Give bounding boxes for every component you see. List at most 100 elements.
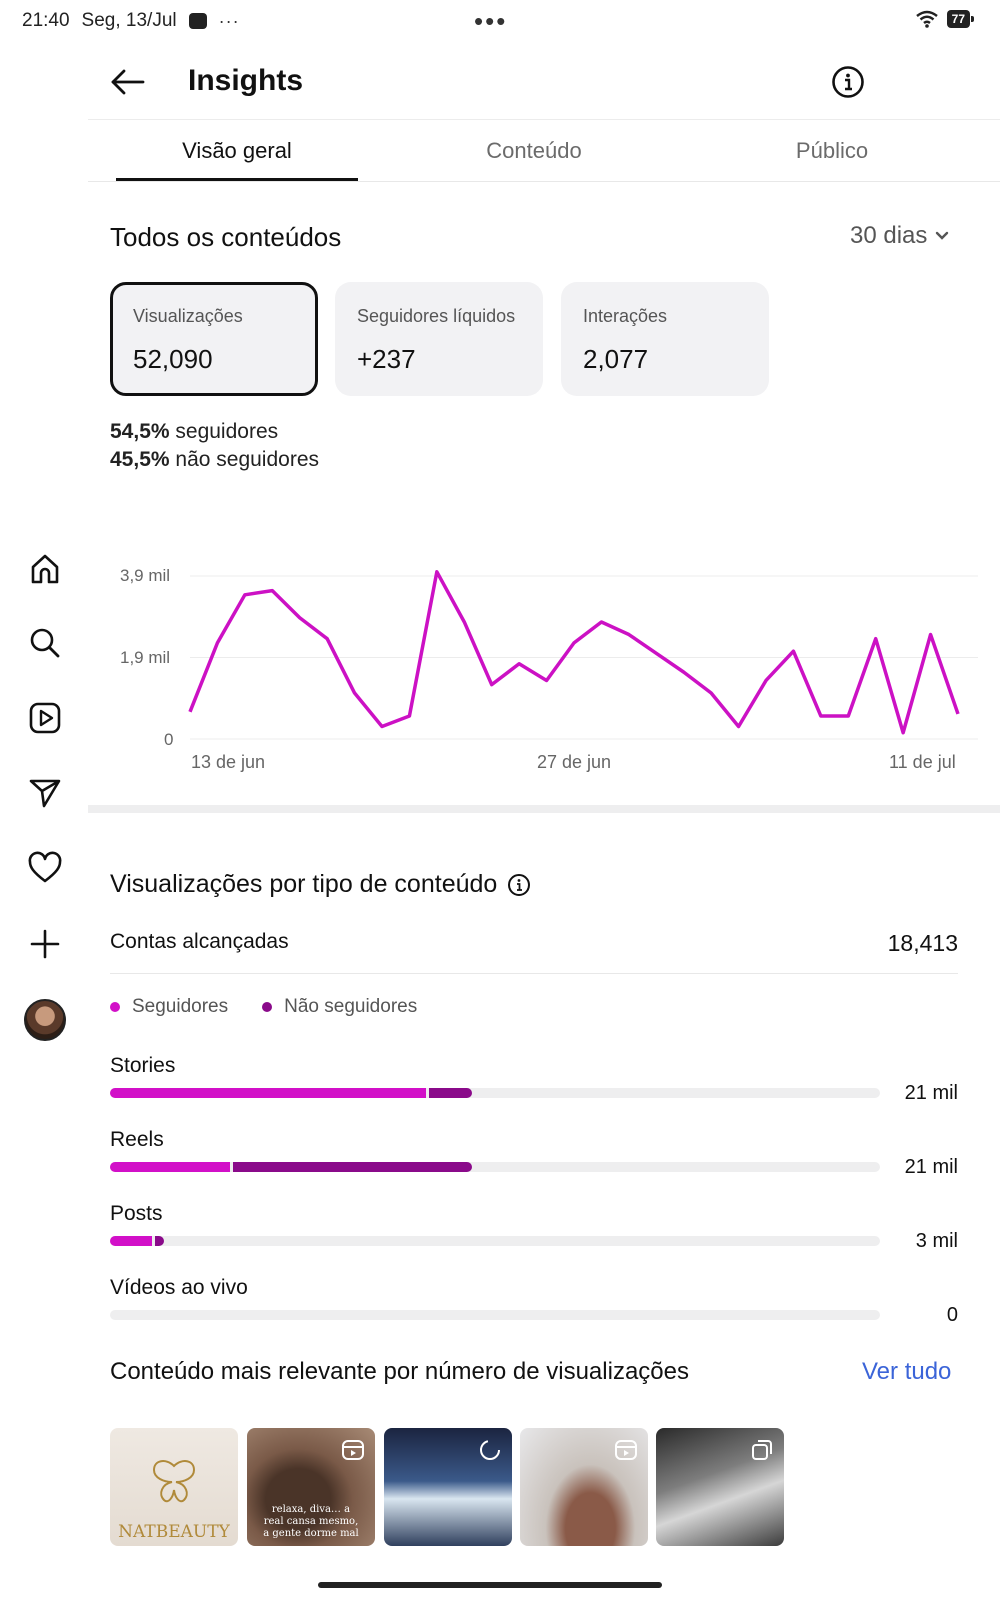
wifi-icon	[915, 10, 938, 28]
bar-track	[110, 1310, 880, 1320]
chart-svg	[188, 570, 978, 740]
bar-row-stories[interactable]: Stories 21 mil	[110, 1054, 958, 1114]
followers-split: 54,5% seguidores	[110, 420, 278, 444]
metric-card-views[interactable]: Visualizações 52,090	[110, 282, 318, 396]
bar-track	[110, 1162, 880, 1172]
status-time: 21:40	[22, 10, 70, 31]
non-followers-percent: 45,5%	[110, 448, 170, 471]
status-right: 77	[915, 10, 975, 28]
accounts-reached-value: 18,413	[887, 930, 958, 956]
legend-item-non-followers: Não seguidores	[262, 996, 417, 1018]
bar-segment-non-followers	[233, 1162, 472, 1172]
search-icon[interactable]	[24, 622, 66, 664]
accounts-reached-row: Contas alcançadas 18,413	[110, 928, 958, 974]
status-bar: 21:40 Seg, 13/Jul ··· ••• 77	[0, 0, 1000, 44]
legend-label: Seguidores	[132, 996, 229, 1017]
non-followers-split: 45,5% não seguidores	[110, 448, 319, 472]
info-circle-icon[interactable]	[507, 873, 531, 897]
metric-label: Seguidores líquidos	[357, 306, 516, 326]
back-button[interactable]	[106, 60, 150, 104]
y-tick-label: 0	[164, 730, 174, 749]
period-dropdown[interactable]: 30 dias	[850, 222, 949, 250]
home-indicator[interactable]	[318, 1582, 662, 1588]
tab-publico[interactable]: Público	[795, 138, 869, 163]
battery-indicator: 77	[946, 10, 975, 28]
create-plus-icon[interactable]	[24, 923, 66, 965]
y-tick-label: 1,9 mil	[120, 648, 171, 667]
reel-icon	[342, 1440, 364, 1460]
bar-value: 3 mil	[915, 1230, 958, 1252]
accounts-reached-label: Contas alcançadas	[110, 930, 289, 953]
tab-active-indicator	[116, 178, 358, 181]
bar-track	[110, 1088, 880, 1098]
x-tick-label: 11 de jul	[889, 752, 956, 772]
section-divider	[88, 805, 1000, 813]
summary-title: Todos os conteúdos	[110, 222, 342, 252]
metric-value: +237	[357, 344, 416, 374]
bar-row-reels[interactable]: Reels 21 mil	[110, 1128, 958, 1188]
views-series-line	[188, 570, 960, 735]
arrow-left-icon	[111, 69, 145, 95]
content-thumbnail[interactable]	[656, 1428, 784, 1546]
bar-label: Vídeos ao vivo	[110, 1276, 248, 1299]
followers-percent: 54,5%	[110, 420, 170, 443]
metric-value: 2,077	[583, 344, 649, 374]
bar-segment-followers	[110, 1088, 426, 1098]
chart-legend: Seguidores Não seguidores	[110, 996, 417, 1018]
content-thumbnail[interactable]: relaxa, diva… a real cansa mesmo, a gent…	[247, 1428, 375, 1546]
tab-conteudo[interactable]: Conteúdo	[486, 138, 582, 163]
bar-label: Reels	[110, 1128, 164, 1151]
metric-card-net-followers[interactable]: Seguidores líquidos +237	[335, 282, 543, 396]
thumbnail-brand-text: NATBEAUTY	[118, 1522, 230, 1542]
content-thumbnail[interactable]	[520, 1428, 648, 1546]
content-type-title: Visualizações por tipo de conteúdo	[110, 870, 531, 899]
metric-label: Interações	[583, 306, 668, 326]
bar-value: 21 mil	[904, 1082, 958, 1104]
notification-app-icon	[188, 13, 207, 29]
direct-send-icon[interactable]	[24, 772, 66, 814]
bar-value: 0	[946, 1304, 958, 1326]
see-all-link[interactable]: Ver tudo	[862, 1358, 952, 1385]
bar-segment-followers	[110, 1162, 231, 1172]
status-date: Seg, 13/Jul	[81, 10, 177, 31]
status-more: ···	[218, 10, 240, 31]
bar-segment-followers	[110, 1236, 152, 1246]
page-title: Insights	[188, 64, 304, 97]
legend-dot	[110, 1002, 120, 1012]
heart-icon[interactable]	[24, 847, 66, 889]
info-button[interactable]	[828, 62, 868, 102]
bar-row-posts[interactable]: Posts 3 mil	[110, 1202, 958, 1262]
profile-avatar[interactable]	[24, 999, 66, 1041]
period-value: 30 dias	[850, 222, 928, 249]
page-header: Insights	[88, 44, 1000, 120]
bar-row-live-videos[interactable]: Vídeos ao vivo 0	[110, 1276, 958, 1336]
followers-label: seguidores	[175, 420, 279, 443]
story-ring-icon	[480, 1440, 500, 1460]
chevron-down-icon	[936, 231, 949, 240]
tab-visao-geral[interactable]: Visão geral	[182, 138, 292, 163]
status-left: 21:40 Seg, 13/Jul ···	[22, 10, 240, 32]
metric-value: 52,090	[133, 344, 213, 374]
metric-card-interactions[interactable]: Interações 2,077	[561, 282, 769, 396]
views-line-chart[interactable]: 3,9 mil 1,9 mil 0 13 de jun 27 de jun 11…	[100, 555, 980, 785]
bar-track	[110, 1236, 880, 1246]
info-circle-icon	[832, 66, 864, 98]
content-type-title-text: Visualizações por tipo de conteúdo	[110, 870, 498, 898]
home-icon[interactable]	[24, 548, 66, 590]
window-handle-dots[interactable]: •••	[474, 6, 508, 36]
bar-label: Stories	[110, 1054, 176, 1077]
content-thumbnail[interactable]	[384, 1428, 512, 1546]
thumbnail-caption: relaxa, diva… a real cansa mesmo, a gent…	[263, 1504, 359, 1539]
content-thumbnail[interactable]: NATBEAUTY	[110, 1428, 238, 1546]
legend-label: Não seguidores	[284, 996, 418, 1017]
butterfly-logo-icon	[152, 1460, 196, 1503]
legend-item-followers: Seguidores	[110, 996, 228, 1018]
bar-segment-non-followers	[428, 1088, 472, 1098]
top-content-title: Conteúdo mais relevante por número de vi…	[110, 1358, 689, 1385]
tab-bar: Visão geral Conteúdo Público	[88, 120, 1000, 182]
carousel-icon	[752, 1440, 772, 1460]
x-tick-label: 27 de jun	[537, 752, 612, 772]
reel-icon	[615, 1440, 637, 1460]
avatar-image	[24, 999, 66, 1041]
reels-icon[interactable]	[24, 697, 66, 739]
